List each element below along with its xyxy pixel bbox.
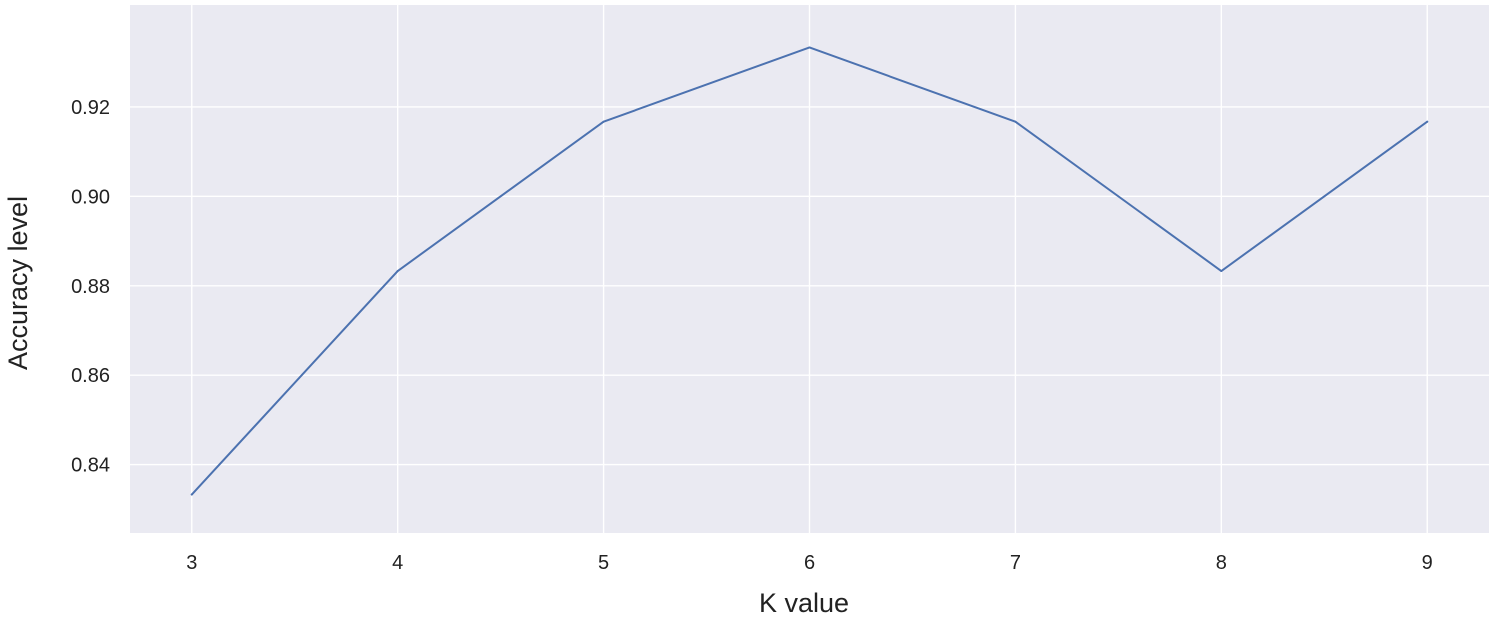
data-point <box>396 270 399 273</box>
x-tick-label: 8 <box>1216 552 1227 574</box>
y-axis-title: Accuracy level <box>3 196 33 370</box>
x-axis-title: K value <box>759 588 849 618</box>
x-axis-ticks: 3 4 5 6 7 8 9 <box>186 552 1433 574</box>
x-tick-label: 7 <box>1010 552 1021 574</box>
x-tick-label: 5 <box>598 552 609 574</box>
x-tick-label: 4 <box>392 552 403 574</box>
data-point <box>808 46 811 49</box>
y-tick-label: 0.88 <box>71 276 110 298</box>
y-tick-label: 0.84 <box>71 455 110 477</box>
data-point <box>1426 120 1429 123</box>
data-point <box>190 493 193 496</box>
grid <box>130 5 1489 533</box>
x-tick-label: 9 <box>1422 552 1433 574</box>
series-layer <box>190 46 1429 496</box>
y-tick-label: 0.86 <box>71 365 110 387</box>
y-tick-label: 0.92 <box>71 97 110 119</box>
x-tick-label: 6 <box>804 552 815 574</box>
data-point <box>1014 120 1017 123</box>
data-point <box>1220 270 1223 273</box>
y-tick-label: 0.90 <box>71 186 110 208</box>
x-tick-label: 3 <box>186 552 197 574</box>
data-point <box>602 120 605 123</box>
y-axis-ticks: 0.84 0.86 0.88 0.90 0.92 <box>71 97 110 477</box>
